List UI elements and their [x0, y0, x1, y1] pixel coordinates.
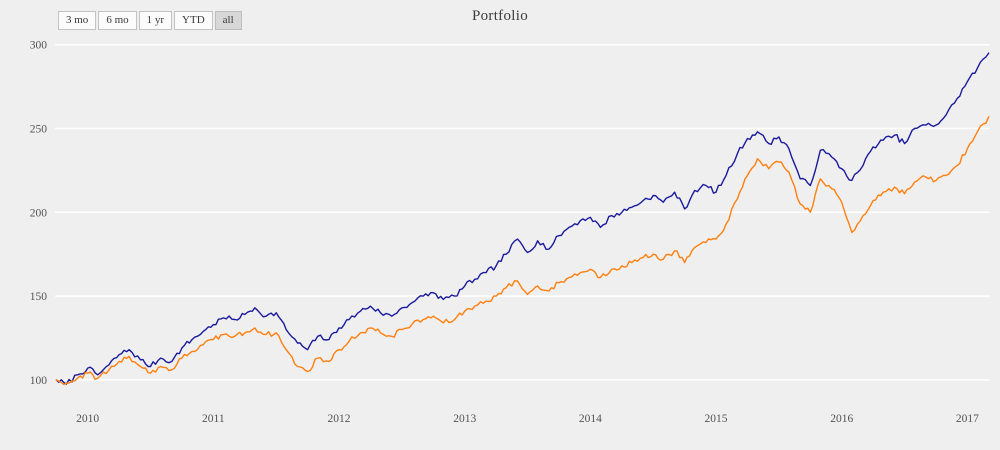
x-tick-label: 2010 [76, 413, 99, 425]
y-tick-label: 300 [30, 40, 48, 52]
range-button-all[interactable]: all [214, 11, 242, 30]
x-tick-label: 2013 [453, 413, 476, 425]
range-button-ytd[interactable]: YTD [174, 11, 213, 30]
x-tick-label: 2012 [328, 413, 351, 425]
y-tick-label: 250 [30, 123, 48, 135]
series-line-series-1-navy [55, 52, 990, 385]
y-tick-label: 200 [30, 207, 48, 219]
series-line-series-2-orange [55, 116, 990, 386]
x-tick-label: 2015 [705, 413, 728, 425]
range-button-1yr[interactable]: 1 yr [138, 11, 173, 30]
range-button-3mo[interactable]: 3 mo [58, 11, 97, 30]
range-selector: 3 mo 6 mo 1 yr YTD all [58, 11, 242, 30]
y-tick-label: 100 [30, 375, 48, 387]
range-button-6mo[interactable]: 6 mo [98, 11, 137, 30]
x-tick-label: 2016 [830, 413, 853, 425]
x-tick-label: 2017 [956, 413, 979, 425]
x-tick-label: 2014 [579, 413, 602, 425]
y-tick-label: 150 [30, 291, 48, 303]
x-tick-label: 2011 [202, 413, 225, 425]
